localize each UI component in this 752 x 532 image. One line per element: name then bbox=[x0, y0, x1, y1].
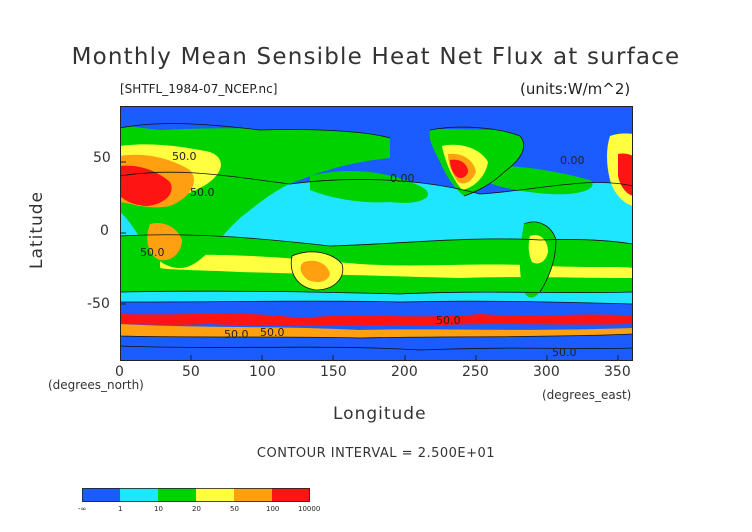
contour-label: 50.0 bbox=[552, 346, 577, 359]
x-axis-label: Longitude bbox=[333, 404, 427, 424]
x-tick-label: 100 bbox=[249, 364, 276, 380]
legend-label: 50 bbox=[230, 505, 239, 513]
green-band bbox=[120, 234, 633, 294]
y-tick-label: 0 bbox=[100, 223, 109, 239]
south-america-warm bbox=[528, 234, 548, 264]
color-legend bbox=[82, 488, 310, 502]
contour-label: 50.0 bbox=[260, 326, 285, 339]
legend-label: 10 bbox=[154, 505, 163, 513]
x-tick-label: 250 bbox=[462, 364, 489, 380]
file-label: [SHTFL_1984-07_NCEP.nc] bbox=[120, 82, 278, 96]
contour-label: 50.0 bbox=[190, 186, 215, 199]
yellow-streak bbox=[160, 254, 633, 278]
legend-swatch bbox=[272, 488, 310, 502]
contour-label: 0.00 bbox=[390, 172, 415, 185]
sahara-hot bbox=[120, 165, 172, 206]
y-axis-units: (degrees_north) bbox=[48, 378, 144, 392]
y-tick-label: 50 bbox=[93, 150, 111, 166]
x-tick-label: 200 bbox=[391, 364, 418, 380]
north-pacific-patch bbox=[310, 171, 429, 203]
axis-ticks bbox=[120, 161, 619, 361]
antarctic-coast-hot bbox=[120, 313, 633, 326]
legend-swatch bbox=[196, 488, 234, 502]
map-title: Monthly Mean Sensible Heat Net Flux at s… bbox=[71, 44, 681, 70]
arctic-band bbox=[120, 106, 633, 130]
south-africa-warm bbox=[147, 222, 182, 261]
north-america-hottest bbox=[450, 159, 468, 179]
y-axis-label: Latitude bbox=[26, 191, 47, 269]
australia-hot bbox=[300, 260, 330, 282]
x-tick-label: 150 bbox=[320, 364, 347, 380]
contour-label: 50.0 bbox=[436, 314, 461, 327]
legend-label: 100 bbox=[266, 505, 280, 513]
legend-swatch bbox=[158, 488, 196, 502]
legend-swatch bbox=[82, 488, 120, 502]
contour-interval-label: CONTOUR INTERVAL = 2.500E+01 bbox=[256, 446, 496, 461]
contour-label: 50.0 bbox=[140, 246, 165, 259]
contour-lines bbox=[120, 123, 633, 351]
legend-swatch bbox=[120, 488, 158, 502]
x-tick-label: 300 bbox=[533, 364, 560, 380]
north-atlantic-patch bbox=[480, 165, 593, 195]
heat-flux-map: 50.0 50.0 0.00 0.00 50.0 50.0 50.0 50.0 … bbox=[120, 106, 633, 361]
legend-label: -∞ bbox=[78, 505, 87, 513]
legend-swatch bbox=[234, 488, 272, 502]
y-tick-label: -50 bbox=[87, 296, 110, 312]
legend-label: 20 bbox=[192, 505, 201, 513]
units-label: (units:W/m^2) bbox=[520, 80, 631, 98]
x-tick-label: 0 bbox=[115, 364, 124, 380]
antarctic-coast-warm bbox=[120, 324, 633, 338]
contour-label: 50.0 bbox=[172, 150, 197, 163]
legend-label: 10000 bbox=[298, 505, 321, 513]
x-tick-label: 50 bbox=[182, 364, 200, 380]
x-axis-units: (degrees_east) bbox=[542, 388, 632, 402]
legend-label: 1 bbox=[118, 505, 123, 513]
contour-label: 50.0 bbox=[224, 328, 249, 341]
contour-label: 0.00 bbox=[560, 154, 585, 167]
x-tick-label: 350 bbox=[604, 364, 631, 380]
